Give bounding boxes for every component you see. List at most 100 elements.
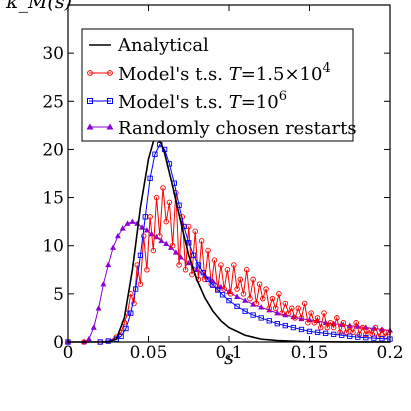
data-point	[327, 319, 334, 326]
data-point	[339, 332, 345, 338]
data-point	[166, 199, 173, 206]
data-point	[234, 293, 241, 299]
data-point	[153, 194, 160, 201]
x-tick-label: 0	[63, 343, 74, 363]
y-tick-label: 0	[53, 333, 64, 353]
data-point	[322, 330, 329, 336]
series-1	[65, 185, 392, 345]
data-point	[298, 315, 305, 321]
data-point	[356, 331, 363, 338]
data-point	[363, 335, 369, 341]
data-point	[347, 333, 353, 339]
data-point	[256, 281, 263, 287]
data-point	[372, 324, 379, 331]
data-point	[378, 326, 385, 332]
data-point	[152, 151, 158, 157]
data-point	[305, 319, 311, 326]
data-point	[198, 238, 205, 244]
data-point	[172, 249, 179, 255]
x-tick-label: 0.05	[130, 343, 168, 363]
data-point	[189, 271, 195, 278]
data-point	[90, 324, 97, 330]
x-tick-label: 0.1	[215, 343, 242, 363]
legend-label-model-long-sup: 6	[279, 89, 287, 104]
series-0	[68, 136, 391, 343]
legend-marker-random-restarts-left	[86, 123, 94, 130]
data-point	[258, 304, 265, 310]
data-point	[205, 247, 211, 254]
legend-label-model-short-sup: 4	[322, 61, 330, 76]
data-point	[242, 308, 248, 314]
data-point	[379, 327, 385, 334]
data-point	[282, 300, 289, 307]
data-point	[227, 291, 234, 297]
legend-label-model-short: Model's t.s. T=1.5×104	[118, 61, 331, 85]
x-axis-label: s	[224, 347, 234, 369]
data-point	[272, 305, 279, 312]
data-point	[144, 267, 150, 273]
data-point	[119, 225, 126, 231]
data-point	[123, 325, 129, 332]
data-point	[142, 214, 148, 220]
data-point	[234, 303, 240, 310]
legend-box	[81, 28, 354, 142]
series-line	[68, 187, 389, 343]
data-point	[182, 267, 189, 273]
data-point	[192, 228, 198, 235]
data-point	[340, 319, 347, 326]
data-point	[290, 324, 297, 331]
data-point	[202, 276, 208, 283]
legend-marker-model-long-left	[87, 98, 93, 104]
legend-marker-model-short-right	[107, 70, 113, 76]
legend-label-model-long-var: T	[229, 92, 243, 113]
data-point	[190, 252, 197, 258]
data-point	[363, 331, 369, 338]
data-point	[158, 237, 165, 244]
data-point	[266, 305, 273, 312]
data-point	[306, 328, 313, 335]
series-line	[68, 136, 391, 343]
data-point	[211, 257, 218, 263]
data-point	[242, 297, 249, 303]
x-tick-label: 0.2	[376, 343, 403, 363]
data-point	[240, 291, 247, 297]
tick-layer: 0 0.05 0.1 0.15 0.2 0 5 10 15 20 25 30	[42, 5, 404, 363]
data-point	[301, 300, 308, 307]
data-point	[321, 310, 327, 316]
data-point	[298, 326, 305, 333]
data-point	[137, 281, 144, 287]
data-point	[131, 300, 137, 307]
data-point	[137, 252, 144, 258]
data-point	[258, 315, 264, 321]
data-point	[274, 321, 280, 327]
data-point	[366, 327, 372, 334]
data-point	[269, 295, 276, 302]
data-point	[253, 300, 260, 307]
data-point	[221, 286, 227, 292]
data-point	[160, 185, 166, 191]
legend-item-model-short: Model's t.s. T=1.5×104	[87, 61, 331, 85]
legend-marker-model-short-left	[87, 70, 93, 76]
data-point	[208, 281, 215, 287]
data-point	[169, 242, 176, 249]
data-point	[250, 312, 256, 318]
y-tick-label: 25	[42, 92, 64, 112]
data-point	[157, 233, 163, 239]
legend-label-model-long-eq: =10	[241, 92, 279, 113]
y-tick-label: 20	[42, 140, 64, 160]
legend-item-analytical: Analytical	[89, 35, 209, 56]
data-point	[100, 281, 107, 287]
data-point	[369, 331, 376, 338]
data-point	[226, 297, 232, 304]
data-point	[282, 311, 289, 318]
data-point	[282, 322, 288, 329]
legend-label-analytical: Analytical	[117, 35, 209, 56]
data-point	[314, 329, 321, 336]
data-point	[330, 324, 337, 331]
data-point	[379, 335, 385, 342]
data-point	[114, 232, 121, 239]
data-point	[274, 309, 281, 316]
data-point	[85, 335, 92, 342]
data-point	[224, 267, 231, 273]
data-point	[140, 233, 147, 239]
